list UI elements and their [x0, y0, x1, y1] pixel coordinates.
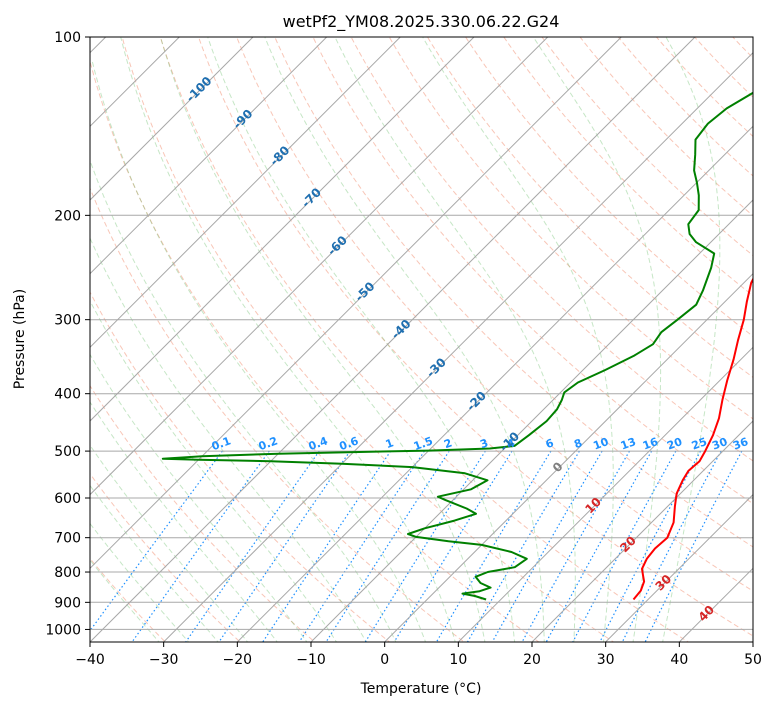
- axis-ticks: −40 −30 −20 −10 0 10 20 30 40 5010020030040050060…: [45, 30, 762, 668]
- x-tick-label: −20: [223, 652, 253, 668]
- isotherm-line: [752, 641, 753, 642]
- x-tick-label: −10: [296, 652, 326, 668]
- mixing-ratio-label: 25: [690, 435, 709, 452]
- mixing-ratio-line: [262, 450, 392, 642]
- isotherm-line: [383, 272, 753, 642]
- isotherm-line: [531, 420, 753, 642]
- moist-adiabat: [90, 353, 308, 642]
- mixing-ratio-label: 10: [591, 435, 610, 453]
- dewpoint-profile-line: [161, 91, 753, 601]
- dry-adiabat: [90, 186, 465, 642]
- plot-background: [90, 37, 753, 642]
- mixing-ratio-label: 0.2: [257, 434, 280, 453]
- moist-adiabat: [90, 484, 219, 642]
- isotherm-line: [90, 37, 328, 275]
- mixing-ratio-label: 0.4: [307, 434, 330, 453]
- mixing-ratio-label: 6: [544, 436, 556, 451]
- temperature-profile-line: [632, 277, 753, 601]
- y-tick-label: 700: [54, 531, 81, 547]
- x-tick-label: 0: [380, 652, 389, 668]
- y-tick-label: 500: [54, 444, 81, 460]
- isotherm-line: [90, 37, 696, 642]
- mixing-ratio-line: [298, 450, 425, 642]
- isotherm-line: [90, 37, 622, 570]
- isotherm-line: [457, 346, 753, 642]
- mixing-ratio-label: 1.5: [412, 434, 435, 453]
- y-tick-label: 800: [54, 565, 81, 581]
- x-tick-label: −40: [75, 652, 105, 668]
- moist-adiabat: [90, 522, 190, 642]
- dry-adiabat: [236, 37, 753, 592]
- isotherm-line: [90, 37, 549, 496]
- mixing-ratio-label: 36: [731, 435, 750, 453]
- mixing-ratio-label: 0.6: [338, 434, 361, 453]
- mixing-ratio-label: 20: [665, 435, 684, 453]
- isotherm-line: [90, 37, 401, 349]
- y-tick-label: 900: [54, 595, 81, 611]
- mixing-ratio-label: 13: [619, 435, 638, 452]
- y-axis-label: Pressure (hPa): [12, 289, 28, 389]
- mixing-ratio-label: 1: [384, 436, 396, 451]
- dry-adiabat: [274, 37, 753, 548]
- dry-adiabat: [579, 37, 753, 217]
- mixing-ratio-label: 2: [442, 436, 454, 451]
- mixing-ratio-label: 16: [641, 435, 660, 453]
- x-tick-label: 50: [744, 652, 762, 668]
- isotherm-line: [604, 493, 753, 642]
- x-tick-label: 30: [597, 652, 615, 668]
- mixing-ratio-line: [466, 450, 580, 642]
- moist-adiabat: [90, 444, 249, 642]
- moist-adiabat: [90, 401, 278, 642]
- x-tick-label: 10: [449, 652, 467, 668]
- dry-adiabat: [159, 37, 690, 642]
- data-series: [161, 91, 753, 601]
- isotherm-line: [310, 199, 753, 642]
- mixing-ratio-line: [599, 450, 702, 642]
- mixing-ratio-label: 4: [505, 436, 517, 451]
- mixing-ratio-line: [621, 450, 722, 642]
- moist-adiabat: [90, 236, 367, 642]
- mixing-ratio-line: [521, 450, 631, 642]
- isotherm-line: [90, 37, 475, 422]
- dry-adiabat: [90, 59, 540, 642]
- isotherm-line: [162, 51, 753, 642]
- y-tick-label: 400: [54, 387, 81, 403]
- x-axis-label: Temperature (°C): [360, 681, 482, 697]
- isotherm-line: [90, 37, 254, 201]
- x-tick-label: 40: [670, 652, 688, 668]
- mixing-ratio-label: 0.1: [210, 434, 233, 453]
- y-tick-label: 600: [54, 491, 81, 507]
- dry-adiabat: [426, 37, 753, 378]
- y-tick-label: 300: [54, 313, 81, 329]
- y-tick-label: 1000: [45, 622, 81, 638]
- y-tick-label: 200: [54, 208, 81, 224]
- plot-frame: [89, 36, 754, 643]
- mixing-ratio-label: 8: [572, 436, 584, 451]
- dry-adiabat: [90, 472, 241, 642]
- mixing-ratio-line: [90, 450, 223, 632]
- dry-adiabat: [350, 37, 753, 462]
- dry-adiabat: [90, 291, 391, 642]
- y-tick-label: 100: [54, 30, 81, 46]
- gridlines: [90, 37, 753, 642]
- isotherm-line: [236, 125, 753, 642]
- mixing-ratio-line: [491, 450, 603, 642]
- mixing-ratio-line: [644, 450, 743, 642]
- dry-adiabat: [388, 37, 753, 420]
- dry-adiabat: [758, 24, 775, 645]
- x-tick-label: −30: [149, 652, 179, 668]
- dry-adiabat: [503, 37, 753, 297]
- chart-title: wetPf2_YM08.2025.330.06.22.G24: [283, 12, 560, 32]
- mixing-ratio-line: [572, 450, 677, 642]
- moist-adiabat: [90, 559, 160, 642]
- x-tick-label: 20: [523, 652, 541, 668]
- mixing-ratio-label: 30: [710, 435, 729, 453]
- mixing-ratio-line: [185, 450, 320, 642]
- mixing-ratio-label: 3: [478, 436, 490, 451]
- moist-adiabat: [91, 61, 427, 642]
- dry-adiabat: [121, 37, 615, 642]
- dry-adiabat: [617, 37, 753, 177]
